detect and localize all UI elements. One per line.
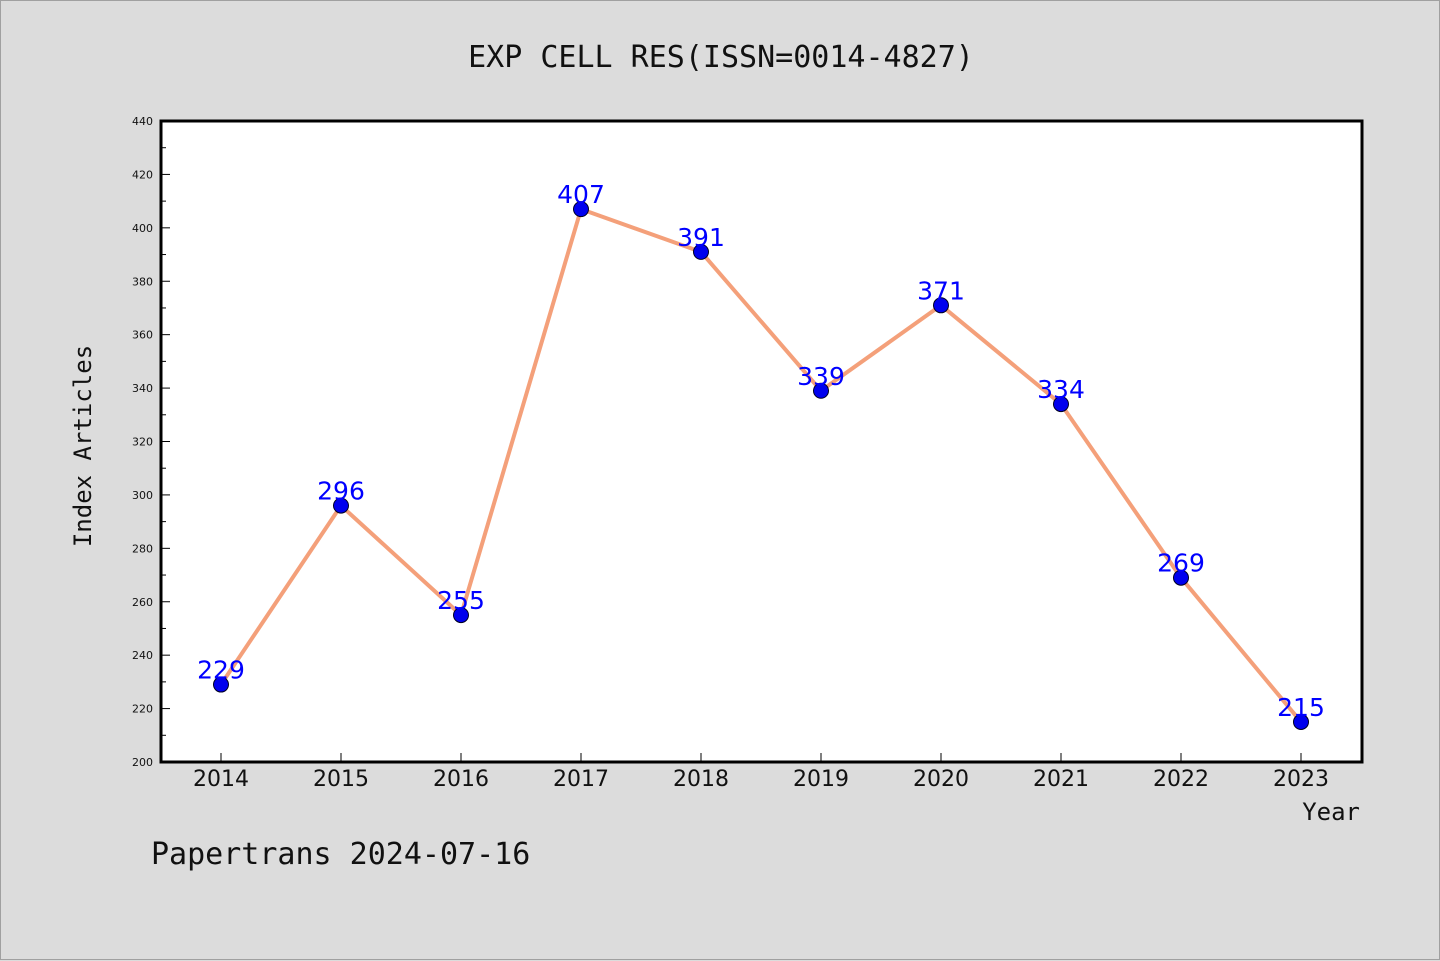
- y-tick-label: 420: [132, 168, 153, 181]
- data-label: 296: [317, 477, 365, 506]
- x-tick-label: 2022: [1153, 767, 1209, 792]
- series-line: [219, 207, 1303, 724]
- y-tick-label: 260: [132, 596, 153, 609]
- data-point: [213, 676, 229, 693]
- y-axis: 200 220 240 260 280 300 320 340 360 380 400 420 440: [132, 115, 170, 769]
- y-tick-label: 320: [132, 436, 153, 449]
- data-point: [693, 243, 709, 260]
- x-tick-label: 2015: [313, 767, 369, 792]
- data-label: 229: [197, 656, 245, 685]
- data-point: [1053, 396, 1069, 413]
- y-tick-label: 360: [132, 329, 153, 342]
- data-point: [1173, 569, 1189, 586]
- y-axis-title: Index Articles: [69, 345, 97, 547]
- data-point: [453, 607, 469, 624]
- y-tick-label: 340: [132, 382, 153, 395]
- y-tick-label: 440: [132, 115, 153, 128]
- y-tick-label: 220: [132, 703, 153, 716]
- x-tick-label: 2023: [1273, 767, 1329, 792]
- data-point: [333, 497, 349, 514]
- x-tick-label: 2016: [433, 767, 489, 792]
- x-tick-label: 2021: [1033, 767, 1089, 792]
- data-point: [1293, 713, 1309, 730]
- data-point: [933, 297, 949, 314]
- y-tick-label: 240: [132, 649, 153, 662]
- x-tick-label: 2017: [553, 767, 609, 792]
- data-point: [813, 382, 829, 399]
- y-tick-label: 280: [132, 542, 153, 555]
- data-label: 339: [797, 362, 845, 391]
- x-tick-label: 2014: [193, 767, 249, 792]
- x-tick-label: 2020: [913, 767, 969, 792]
- series-layer: 229 296 255 407 391 339 371 334 269 215: [197, 180, 1325, 730]
- y-tick-label: 200: [132, 756, 153, 769]
- y-tick-label: 380: [132, 275, 153, 288]
- x-axis-title: Year: [1302, 798, 1360, 826]
- y-tick-label: 300: [132, 489, 153, 502]
- data-label: 371: [917, 276, 965, 305]
- plot-area: [161, 121, 1362, 762]
- x-tick-label: 2019: [793, 767, 849, 792]
- x-tick-label: 2018: [673, 767, 729, 792]
- data-label: 255: [437, 586, 485, 615]
- y-tick-label: 400: [132, 222, 153, 235]
- x-axis: 2014 2015 2016 2017 2018 2019 2020 2021 2022 2023: [193, 753, 1329, 792]
- data-point: [573, 201, 589, 218]
- data-label: 391: [677, 223, 725, 252]
- footer-watermark-date: Papertrans 2024-07-16: [151, 837, 530, 872]
- data-label: 269: [1157, 549, 1205, 578]
- data-label: 334: [1037, 375, 1085, 404]
- data-label: 407: [557, 180, 605, 209]
- plot-frame: [159, 119, 1364, 764]
- chart-title: EXP CELL RES(ISSN=0014-4827): [468, 40, 974, 75]
- data-label: 215: [1277, 693, 1325, 722]
